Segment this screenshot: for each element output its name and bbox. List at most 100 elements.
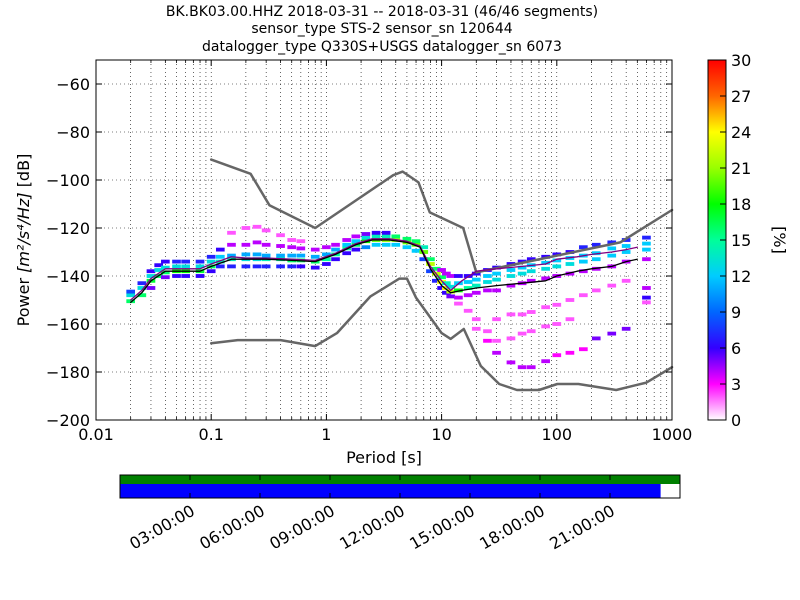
colorbar-tick-label: 6 bbox=[731, 339, 741, 358]
x-tick-label: 1000 bbox=[652, 425, 693, 444]
histogram-cell bbox=[621, 250, 631, 254]
histogram-cell bbox=[541, 276, 550, 281]
histogram-cell bbox=[552, 302, 562, 307]
coverage-time-label: 06:00:00 bbox=[196, 501, 268, 553]
histogram-cell bbox=[463, 308, 473, 313]
colorbar-tick-label: 18 bbox=[731, 195, 751, 214]
histogram-cell bbox=[261, 253, 271, 258]
histogram-cell bbox=[181, 264, 190, 269]
histogram-cell bbox=[146, 286, 156, 290]
histogram-cell bbox=[331, 257, 340, 262]
histogram-cell bbox=[437, 275, 446, 280]
y-tick-label: −80 bbox=[56, 123, 90, 142]
histogram-cell bbox=[261, 242, 271, 247]
coverage-time-label: 09:00:00 bbox=[266, 501, 338, 553]
histogram-cell bbox=[431, 278, 441, 283]
histogram-cell bbox=[419, 257, 429, 262]
histogram-cell bbox=[541, 260, 550, 265]
colorbar-tick-label: 27 bbox=[731, 87, 751, 106]
title-line-1: BK.BK03.00.HHZ 2018-03-31 -- 2018-03-31 … bbox=[166, 4, 598, 20]
histogram-cell bbox=[591, 257, 601, 262]
high-noise-model-line bbox=[209, 158, 674, 274]
histogram-cell bbox=[195, 264, 205, 269]
histogram-cell bbox=[526, 269, 536, 274]
histogram-cell bbox=[621, 278, 631, 283]
histogram-cell bbox=[241, 226, 251, 230]
histogram-cell bbox=[381, 230, 391, 235]
y-tick-label: −140 bbox=[46, 267, 90, 286]
histogram-cell bbox=[565, 262, 575, 266]
histogram-cell bbox=[442, 290, 451, 295]
y-tick-label: −120 bbox=[46, 219, 90, 238]
histogram-cell bbox=[215, 254, 225, 259]
histogram-cell bbox=[607, 253, 617, 258]
histogram-cell bbox=[342, 238, 352, 242]
histogram-cell bbox=[371, 234, 381, 239]
histogram-cell bbox=[565, 298, 575, 302]
histogram-cell bbox=[310, 247, 320, 252]
histogram-cell bbox=[607, 240, 617, 245]
histogram-cell bbox=[126, 299, 136, 304]
histogram-cell bbox=[287, 253, 297, 258]
histogram-cell bbox=[506, 360, 516, 365]
histogram-cell bbox=[276, 233, 285, 238]
histogram-cell bbox=[517, 365, 527, 370]
histogram-cell bbox=[552, 258, 562, 263]
histogram-cell bbox=[137, 286, 147, 290]
histogram-cell bbox=[621, 326, 631, 331]
coverage-time-label: 21:00:00 bbox=[546, 501, 618, 553]
histogram-cell bbox=[517, 265, 527, 270]
coverage-bar-processed bbox=[120, 484, 661, 498]
x-tick-label: 100 bbox=[542, 425, 573, 444]
histogram-cell bbox=[437, 268, 446, 272]
histogram-cell bbox=[526, 365, 536, 370]
histogram-cell bbox=[252, 264, 262, 269]
histogram-cell bbox=[146, 274, 156, 278]
data-coverage-panel: 03:00:0006:00:0009:00:0012:00:0015:00:00… bbox=[119, 474, 681, 553]
histogram-cell bbox=[391, 242, 401, 247]
histogram-cell bbox=[621, 244, 631, 248]
histogram-cell bbox=[391, 234, 401, 239]
histogram-cell bbox=[227, 253, 236, 258]
y-axis-label-math: [m²/s⁴/Hz] bbox=[14, 192, 33, 272]
histogram-cell bbox=[252, 240, 262, 245]
histogram-cell bbox=[442, 281, 451, 286]
x-tick-label: 0.1 bbox=[198, 425, 223, 444]
histogram-cell bbox=[591, 336, 601, 341]
histogram-cell bbox=[252, 224, 262, 229]
histogram-cell bbox=[463, 293, 473, 298]
histogram-cell bbox=[426, 257, 435, 262]
coverage-time-label: 18:00:00 bbox=[476, 501, 548, 553]
histogram-cell bbox=[437, 280, 446, 284]
title-line-2: sensor_type STS-2 sensor_sn 120644 bbox=[251, 21, 512, 37]
histogram-cell bbox=[276, 253, 285, 258]
histogram-cell bbox=[154, 268, 164, 272]
histogram-cell bbox=[446, 294, 456, 299]
histogram-cell bbox=[126, 289, 136, 294]
histogram-cell bbox=[526, 310, 536, 314]
y-tick-label: −60 bbox=[56, 75, 90, 94]
histogram-cell bbox=[454, 274, 463, 278]
histogram-cell bbox=[454, 295, 463, 300]
histogram-cell bbox=[642, 241, 651, 246]
histogram-cell bbox=[342, 251, 352, 256]
histogram-cell bbox=[483, 288, 492, 293]
histogram-cell bbox=[261, 264, 271, 269]
ppsd-plot: 0.01 0.1 1 10 100 1000 −60 −80 −100 −120 −140 −160 −… bbox=[14, 59, 693, 467]
histogram-cell bbox=[276, 264, 285, 269]
colorbar-tick-label: 9 bbox=[731, 303, 741, 322]
histogram-cell bbox=[591, 288, 601, 293]
median-curve-line bbox=[130, 238, 638, 301]
histogram-cell bbox=[426, 262, 435, 266]
y-tick-label: −100 bbox=[46, 171, 90, 190]
histogram-cell bbox=[446, 289, 456, 294]
colorbar-tick-label: 12 bbox=[731, 267, 751, 286]
mean-curve-line bbox=[130, 239, 638, 304]
histogram-cell bbox=[471, 317, 481, 322]
histogram-cell bbox=[172, 264, 181, 269]
histogram-cell bbox=[642, 257, 651, 262]
coverage-time-label: 12:00:00 bbox=[336, 501, 408, 553]
histogram-cell bbox=[541, 324, 550, 329]
y-tick-label: −200 bbox=[46, 411, 90, 430]
